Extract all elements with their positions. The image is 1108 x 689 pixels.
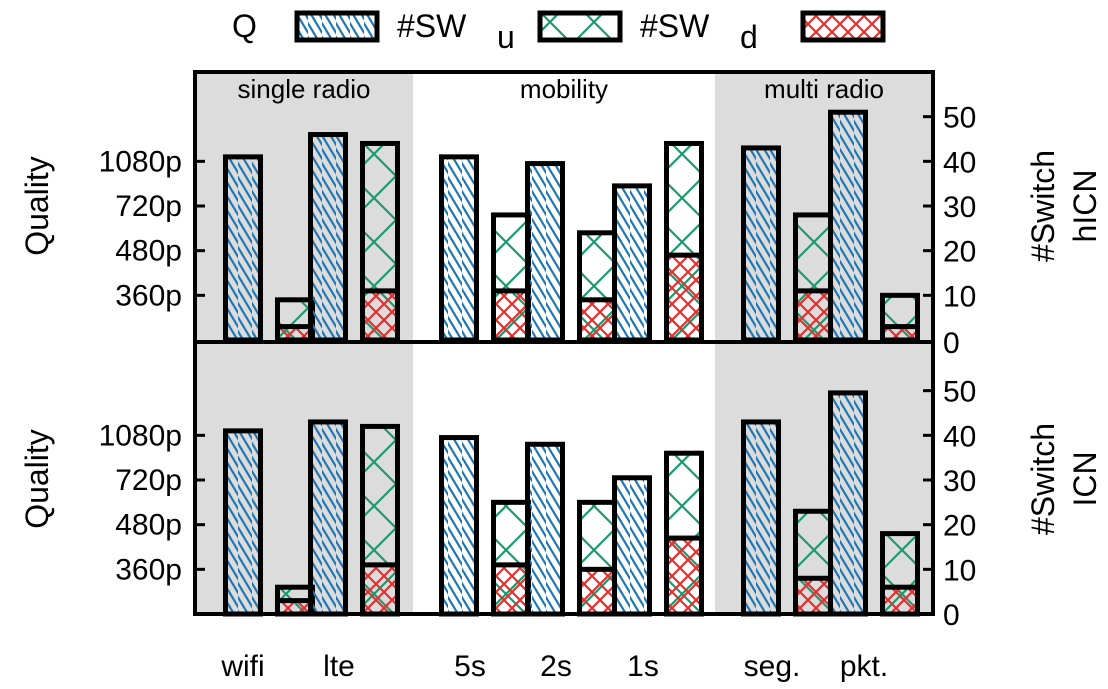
category-label-wifi: wifi [220,650,264,683]
right-tick-1-2: 20 [943,510,976,543]
right-tick-0-1: 10 [943,280,976,313]
legend-label-sw-u-sub: u [497,19,515,55]
bar-quality-wifi [223,428,263,617]
left-tick-0-3: 1080p [99,145,182,178]
category-label-2s: 2s [540,650,572,683]
legend-swatch-sw-d [800,10,886,43]
bar-quality-wifi [223,154,263,343]
right-axis-title-0: #Switch [1025,150,1061,262]
left-axis-title-1: Quality [19,429,55,529]
right-axis-title-1: #Switch [1025,423,1061,535]
bar-switch-down-5s [491,562,531,617]
bar-switch-down-wifi [275,598,315,617]
left-tick-0-1: 480p [115,235,182,268]
right-tick-0-5: 50 [943,102,976,135]
category-label-1s: 1s [627,650,659,683]
legend: Q #SW u #SW d [232,8,886,55]
panel-hICN [223,109,920,343]
plot-frame [193,70,935,616]
bar-switch-down-1s [664,252,704,343]
bar-switch-down-wifi [275,324,315,343]
bar-quality-pkt. [828,109,868,343]
left-tick-1-2: 720p [115,464,182,497]
bar-switch-down-pkt. [880,584,920,617]
axis-labels: single radio mobility multi radio Quality #S… [19,74,1103,535]
legend-swatch-sw-u [537,10,623,43]
bar-quality-5s [439,435,479,617]
panel-name-ICN: ICN [1067,451,1103,506]
right-tick-1-4: 40 [943,420,976,453]
legend-label-sw-d: #SW [640,8,710,44]
group-label-multi-radio: multi radio [764,74,884,104]
bar-quality-pkt. [828,390,868,617]
bar-quality-seg. [741,419,781,617]
right-tick-1-1: 10 [943,554,976,587]
right-tick-0-4: 40 [943,146,976,179]
left-tick-0-2: 720p [115,190,182,223]
right-tick-0-zero: 0 [943,327,960,360]
bar-quality-1s [612,183,652,343]
right-tick-0-3: 30 [943,191,976,224]
left-tick-1-0: 360p [115,553,182,586]
bar-switch-down-seg. [793,288,833,343]
bar-quality-lte [308,132,348,343]
bar-switch-down-5s [491,288,531,343]
bar-quality-seg. [741,145,781,343]
bar-switch-down-2s [577,297,617,343]
tick-labels: 360p 480p 720p 1080p 10 20 30 40 50 360p 480p 720p 1… [99,102,977,683]
bar-switch-down-lte [360,562,400,617]
right-tick-0-2: 20 [943,236,976,269]
bar-switch-down-1s [664,535,704,617]
left-tick-1-1: 480p [115,509,182,542]
legend-label-q: Q [232,8,257,44]
left-tick-0-0: 360p [115,279,182,312]
bar-switch-down-2s [577,566,617,617]
category-label-5s: 5s [454,650,486,683]
bar-switch-down-lte [360,288,400,343]
right-tick-1-5: 50 [943,376,976,409]
bar-quality-5s [439,154,479,343]
group-label-mobility: mobility [520,74,608,104]
group-label-single-radio: single radio [238,74,371,104]
category-label-lte: lte [323,650,355,683]
category-label-pkt.: pkt. [840,650,888,683]
bar-quality-2s [525,161,565,343]
panel-name-hICN: hICN [1067,170,1103,243]
legend-swatch-q [294,10,380,43]
left-tick-1-3: 1080p [99,419,182,452]
bar-quality-1s [612,475,652,617]
right-tick-1-3: 30 [943,465,976,498]
right-tick-1-0: 0 [943,599,960,632]
bar-quality-lte [308,419,348,617]
left-axis-title-0: Quality [19,156,55,256]
category-label-seg.: seg. [744,650,801,683]
bar-switch-down-pkt. [880,324,920,343]
legend-label-sw-u: #SW [397,8,467,44]
bar-quality-2s [525,441,565,617]
bar-switch-down-seg. [793,575,833,617]
legend-label-sw-d-sub: d [740,19,758,55]
